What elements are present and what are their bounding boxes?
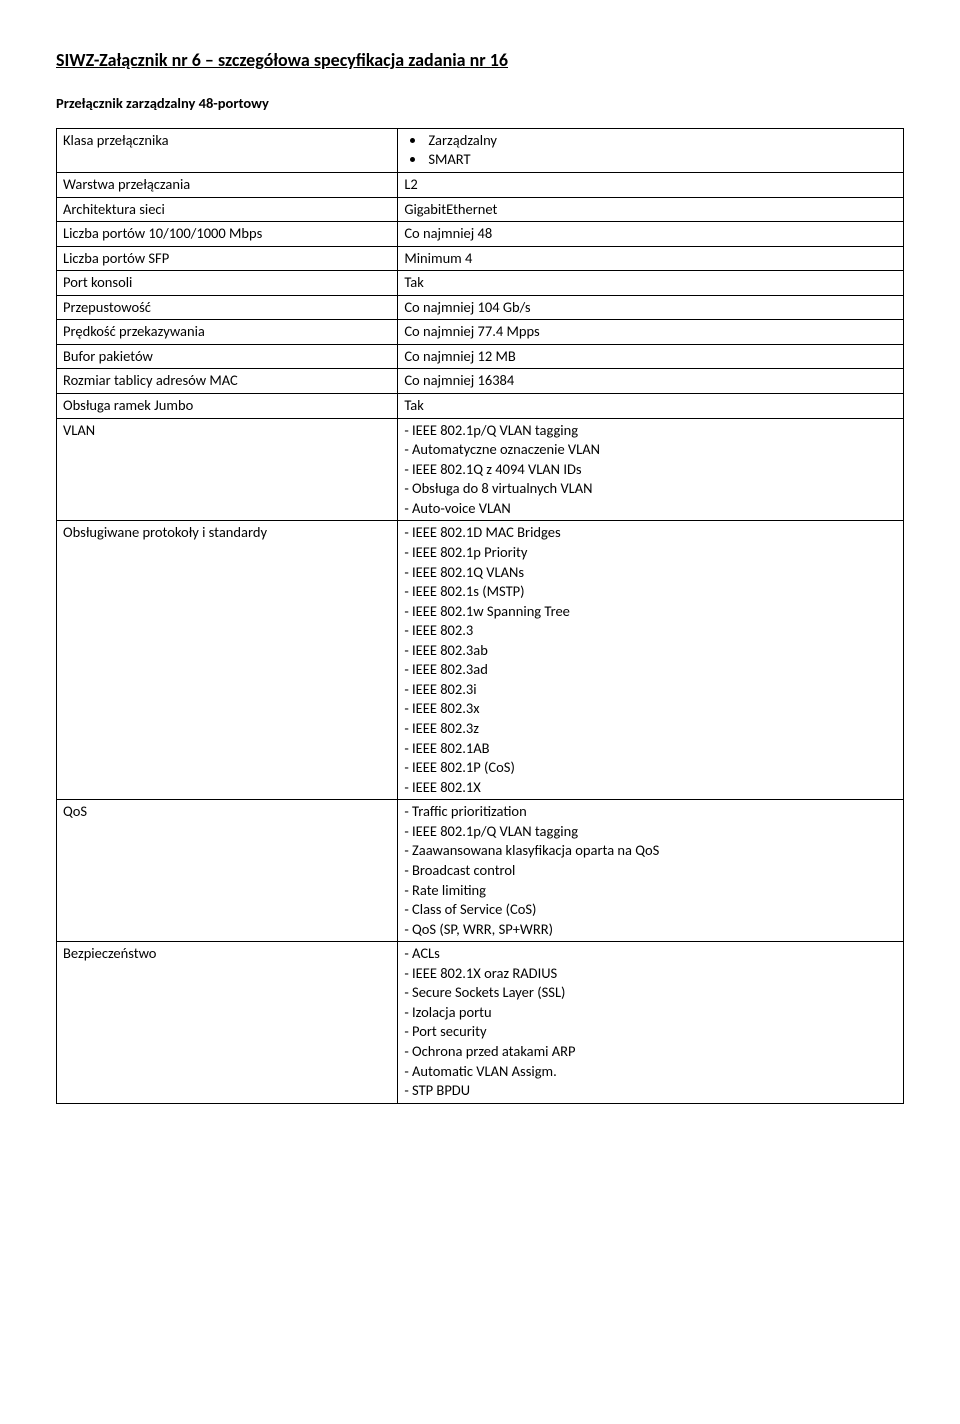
cell-value: Co najmniej 12 MB [398,344,904,369]
value-line: - IEEE 802.1p/Q VLAN tagging [404,822,897,842]
value-line: - IEEE 802.1Q z 4094 VLAN IDs [404,460,897,480]
cell-value: Minimum 4 [398,246,904,271]
table-row: Obsługa ramek Jumbo Tak [57,394,904,419]
cell-value: Co najmniej 104 Gb/s [398,295,904,320]
cell-value: Co najmniej 16384 [398,369,904,394]
value-line: - IEEE 802.1X [404,778,897,798]
value-line: - IEEE 802.3 [404,621,897,641]
cell-label: Przepustowość [57,295,398,320]
value-line: - IEEE 802.1AB [404,739,897,759]
cell-value: - Traffic prioritization- IEEE 802.1p/Q … [398,800,904,942]
cell-value: L2 [398,172,904,197]
table-row: Bezpieczeństwo - ACLs- IEEE 802.1X oraz … [57,942,904,1104]
value-line: - IEEE 802.1w Spanning Tree [404,602,897,622]
document-subtitle: Przełącznik zarządzalny 48-portowy [56,94,904,114]
bullet-list: Zarządzalny SMART [404,131,897,170]
value-line: - Broadcast control [404,861,897,881]
value-line: - Automatic VLAN Assigm. [404,1062,897,1082]
table-row: Port konsoli Tak [57,271,904,296]
cell-label: Obsługa ramek Jumbo [57,394,398,419]
table-row: Prędkość przekazywania Co najmniej 77.4 … [57,320,904,345]
document-title: SIWZ-Załącznik nr 6 – szczegółowa specyf… [56,48,904,72]
bullet-item: Zarządzalny [426,131,897,151]
spec-table: Klasa przełącznika Zarządzalny SMART War… [56,128,904,1104]
cell-value: Tak [398,394,904,419]
cell-value: Co najmniej 77.4 Mpps [398,320,904,345]
value-line: - IEEE 802.3z [404,719,897,739]
value-line: - IEEE 802.1P (CoS) [404,758,897,778]
table-row: Rozmiar tablicy adresów MAC Co najmniej … [57,369,904,394]
value-line: - Zaawansowana klasyfikacja oparta na Qo… [404,841,897,861]
value-line: - Izolacja portu [404,1003,897,1023]
value-line: - ACLs [404,944,897,964]
table-row: VLAN - IEEE 802.1p/Q VLAN tagging- Autom… [57,418,904,521]
value-line: - IEEE 802.1X oraz RADIUS [404,964,897,984]
cell-label: Klasa przełącznika [57,128,398,172]
cell-value: - IEEE 802.1p/Q VLAN tagging- Automatycz… [398,418,904,521]
cell-label: QoS [57,800,398,942]
value-line: - IEEE 802.3ad [404,660,897,680]
value-line: - Port security [404,1022,897,1042]
table-row: Warstwa przełączania L2 [57,172,904,197]
value-line: - IEEE 802.1p Priority [404,543,897,563]
cell-label: Port konsoli [57,271,398,296]
value-line: - Obsługa do 8 virtualnych VLAN [404,479,897,499]
table-row: Przepustowość Co najmniej 104 Gb/s [57,295,904,320]
cell-label: Liczba portów SFP [57,246,398,271]
value-line: - Traffic prioritization [404,802,897,822]
cell-label: Bufor pakietów [57,344,398,369]
value-line: - IEEE 802.1p/Q VLAN tagging [404,421,897,441]
table-row: Architektura sieci GigabitEthernet [57,197,904,222]
cell-value: Zarządzalny SMART [398,128,904,172]
value-line: - Ochrona przed atakami ARP [404,1042,897,1062]
cell-value: Co najmniej 48 [398,222,904,247]
cell-value: - IEEE 802.1D MAC Bridges- IEEE 802.1p P… [398,521,904,800]
cell-value: GigabitEthernet [398,197,904,222]
table-row: Liczba portów 10/100/1000 Mbps Co najmni… [57,222,904,247]
label-text: Klasa przełącznika [63,131,391,151]
value-line: - Auto-voice VLAN [404,499,897,519]
cell-label: Architektura sieci [57,197,398,222]
cell-value: - ACLs- IEEE 802.1X oraz RADIUS- Secure … [398,942,904,1104]
cell-value: Tak [398,271,904,296]
cell-label: VLAN [57,418,398,521]
table-row: Obsługiwane protokoły i standardy - IEEE… [57,521,904,800]
cell-label: Rozmiar tablicy adresów MAC [57,369,398,394]
table-row: Klasa przełącznika Zarządzalny SMART [57,128,904,172]
value-line: - Automatyczne oznaczenie VLAN [404,440,897,460]
value-line: - Class of Service (CoS) [404,900,897,920]
table-row: Bufor pakietów Co najmniej 12 MB [57,344,904,369]
value-line: - IEEE 802.3i [404,680,897,700]
cell-label: Obsługiwane protokoły i standardy [57,521,398,800]
value-line: - IEEE 802.1Q VLANs [404,563,897,583]
cell-label: Bezpieczeństwo [57,942,398,1104]
value-line: - Rate limiting [404,881,897,901]
table-row: QoS - Traffic prioritization- IEEE 802.1… [57,800,904,942]
table-row: Liczba portów SFP Minimum 4 [57,246,904,271]
value-line: - STP BPDU [404,1081,897,1101]
value-line: - QoS (SP, WRR, SP+WRR) [404,920,897,940]
value-line: - IEEE 802.1D MAC Bridges [404,523,897,543]
cell-label: Warstwa przełączania [57,172,398,197]
bullet-item: SMART [426,150,897,170]
cell-label: Prędkość przekazywania [57,320,398,345]
value-line: - IEEE 802.1s (MSTP) [404,582,897,602]
value-line: - IEEE 802.3ab [404,641,897,661]
value-line: - IEEE 802.3x [404,699,897,719]
value-line: - Secure Sockets Layer (SSL) [404,983,897,1003]
cell-label: Liczba portów 10/100/1000 Mbps [57,222,398,247]
